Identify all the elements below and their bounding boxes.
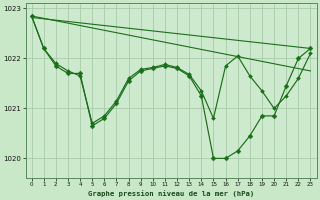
X-axis label: Graphe pression niveau de la mer (hPa): Graphe pression niveau de la mer (hPa): [88, 190, 254, 197]
